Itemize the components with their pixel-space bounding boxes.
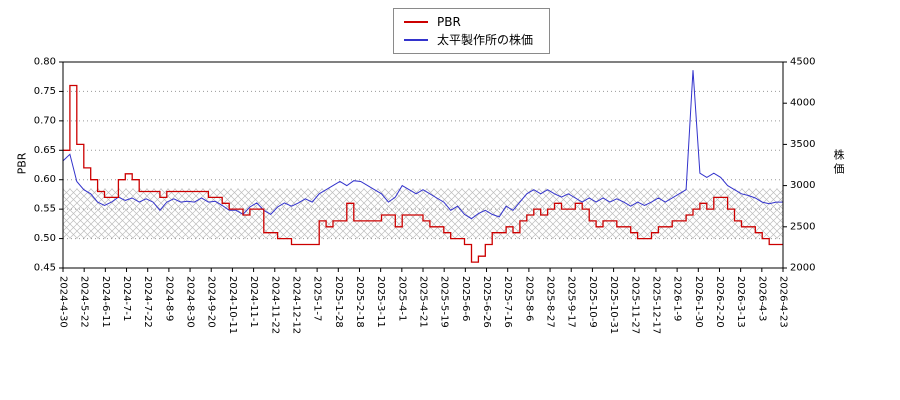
- pbr-line-swatch: [404, 21, 428, 23]
- x-tick-label: 2024-6-11: [100, 276, 111, 328]
- x-tick-label: 2025-3-11: [375, 276, 386, 328]
- legend-label-stock: 太平製作所の株価: [437, 33, 534, 47]
- x-tick-label: 2026-2-20: [714, 276, 725, 328]
- x-tick-label: 2025-8-27: [545, 276, 556, 328]
- pbr-valuation-band: [63, 188, 783, 239]
- y-right-tick-label: 2500: [790, 221, 815, 232]
- x-tick-label: 2025-10-31: [608, 276, 619, 334]
- y-right-tick-label: 3000: [790, 180, 815, 191]
- x-tick-label: 2025-6-26: [481, 276, 492, 328]
- x-tick-label: 2026-4-3: [756, 276, 767, 321]
- y-left-tick-label: 0.60: [34, 174, 56, 185]
- x-tick-label: 2025-7-16: [502, 276, 513, 328]
- legend-label-pbr: PBR: [437, 15, 461, 29]
- x-tick-label: 2024-7-1: [121, 276, 132, 321]
- x-tick-label: 2025-4-1: [396, 276, 407, 321]
- stock-price-series-line: [62, 70, 783, 220]
- x-tick-label: 2025-8-6: [523, 276, 534, 321]
- y-right-tick-label: 3500: [790, 139, 815, 150]
- stock-line-swatch: [404, 39, 428, 41]
- pbr-series-line: [63, 84, 783, 263]
- y-right-tick-label: 4500: [790, 57, 815, 68]
- x-tick-label: 2025-2-18: [354, 276, 365, 328]
- y-right-tick-label: 4000: [790, 98, 815, 109]
- x-tick-label: 2026-3-13: [735, 276, 746, 328]
- y-left-tick-label: 0.65: [34, 145, 56, 156]
- x-tick-label: 2025-12-17: [650, 276, 661, 334]
- x-tick-label: 2024-10-11: [227, 276, 238, 334]
- y-axis-left-title: PBR: [15, 152, 29, 175]
- x-tick-label: 2024-11-22: [269, 276, 280, 334]
- legend: PBR 太平製作所の株価: [393, 8, 551, 54]
- x-tick-label: 2025-6-6: [460, 276, 471, 321]
- y-left-tick-label: 0.45: [34, 263, 56, 274]
- x-tick-label: 2026-1-30: [693, 276, 704, 328]
- legend-item-stock: 太平製作所の株価: [404, 33, 533, 47]
- x-tick-label: 2025-5-19: [439, 276, 450, 328]
- x-tick-label: 2024-12-12: [290, 276, 301, 334]
- x-tick-label: 2024-7-22: [142, 276, 153, 328]
- x-tick-label: 2024-9-20: [206, 276, 217, 328]
- x-tick-label: 2025-11-27: [629, 276, 640, 334]
- x-tick-label: 2025-1-28: [333, 276, 344, 328]
- y-axis-right-title: 株価: [832, 149, 845, 177]
- x-tick-label: 2024-8-9: [163, 276, 174, 321]
- y-left-tick-label: 0.50: [34, 233, 56, 244]
- y-left-tick-label: 0.70: [34, 115, 56, 126]
- legend-item-pbr: PBR: [404, 15, 533, 29]
- x-tick-label: 2025-10-9: [587, 276, 598, 328]
- x-tick-label: 2025-4-21: [418, 276, 429, 328]
- y-right-tick-label: 2000: [790, 263, 815, 274]
- x-tick-label: 2025-1-7: [312, 276, 323, 321]
- x-tick-label: 2026-4-23: [778, 276, 789, 328]
- x-tick-label: 2024-11-1: [248, 276, 259, 328]
- x-tick-label: 2024-5-22: [79, 276, 90, 328]
- x-tick-label: 2026-1-9: [672, 276, 683, 321]
- x-tick-label: 2024-8-30: [185, 276, 196, 328]
- x-tick-label: 2025-9-17: [566, 276, 577, 328]
- y-left-tick-label: 0.55: [34, 204, 56, 215]
- y-left-tick-label: 0.80: [34, 57, 56, 68]
- x-tick-label: 2024-4-30: [58, 276, 69, 328]
- y-left-tick-label: 0.75: [34, 86, 56, 97]
